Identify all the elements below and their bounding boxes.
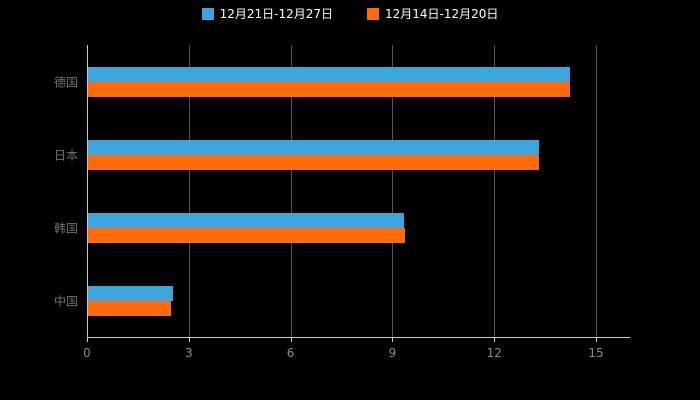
gridline-x-6 xyxy=(290,45,292,337)
tick-mark-15 xyxy=(596,337,598,342)
gridline-x-9 xyxy=(392,45,394,337)
bar-日本-series-1[interactable] xyxy=(88,154,540,170)
tick-mark-0 xyxy=(87,337,88,342)
x-tick-label-3: 3 xyxy=(184,346,193,360)
gridline-x-12 xyxy=(494,45,496,337)
category-label-1: 日本 xyxy=(53,148,78,162)
bar-中国-series-0[interactable] xyxy=(88,285,173,301)
category-label-2: 韩国 xyxy=(53,221,78,235)
bar-德国-series-0[interactable] xyxy=(88,66,570,82)
legend-label-dec14-20: 12月14日-12月20日 xyxy=(385,7,499,21)
tick-mark-12 xyxy=(494,337,496,342)
bar-德国-series-1[interactable] xyxy=(88,81,570,97)
gridline-x-15 xyxy=(596,45,598,337)
gridline-x-3 xyxy=(188,45,190,337)
category-label-3: 中国 xyxy=(53,294,78,308)
legend-item-dec21-27[interactable]: 12月21日-12月27日 xyxy=(201,7,333,21)
legend-label-dec21-27: 12月21日-12月27日 xyxy=(219,7,333,21)
legend-swatch-orange xyxy=(367,8,379,20)
legend-swatch-blue xyxy=(201,8,214,20)
y-axis-line xyxy=(87,45,88,337)
bar-韩国-series-0[interactable] xyxy=(88,212,404,228)
x-tick-label-12: 12 xyxy=(486,346,502,360)
x-tick-label-9: 9 xyxy=(388,346,397,360)
tick-mark-6 xyxy=(290,337,292,342)
legend-item-dec14-20[interactable]: 12月14日-12月20日 xyxy=(367,7,498,21)
bar-中国-series-1[interactable] xyxy=(88,300,172,316)
tick-mark-9 xyxy=(392,337,394,342)
chart-legend: 12月21日-12月27日 12月14日-12月20日 xyxy=(0,7,700,21)
tick-mark-3 xyxy=(188,337,190,342)
category-label-0: 德国 xyxy=(53,75,78,89)
x-tick-label-0: 0 xyxy=(83,346,91,360)
x-axis-line xyxy=(87,337,630,338)
bar-韩国-series-1[interactable] xyxy=(88,227,406,243)
bar-日本-series-0[interactable] xyxy=(88,139,540,155)
x-tick-label-15: 15 xyxy=(588,346,604,360)
x-tick-label-6: 6 xyxy=(286,346,295,360)
